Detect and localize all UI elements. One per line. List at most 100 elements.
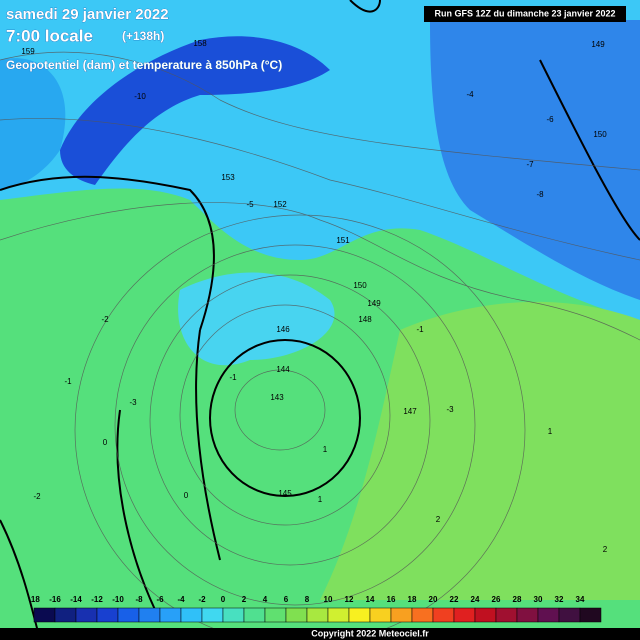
temperature-label: -3 <box>446 405 454 414</box>
colorbar-swatch <box>75 607 98 623</box>
temperature-label: -5 <box>246 200 254 209</box>
subtitle: Geopotentiel (dam) et temperature à 850h… <box>6 58 282 72</box>
temperature-label: 0 <box>184 491 189 500</box>
colorbar-label: 10 <box>324 595 333 604</box>
colorbar-swatch <box>117 607 140 623</box>
geopotential-label: 150 <box>353 281 367 290</box>
geopotential-label: 144 <box>276 365 290 374</box>
colorbar-label: 22 <box>450 595 459 604</box>
lead: (+138h) <box>122 29 164 43</box>
colorbar-label: 34 <box>576 595 585 604</box>
geopotential-label: 150 <box>593 130 607 139</box>
geopotential-label: 145 <box>278 489 292 498</box>
coldest-zone <box>60 36 330 185</box>
colorbar-label: -18 <box>28 595 40 604</box>
geopotential-label: 149 <box>367 299 381 308</box>
mild-zone <box>320 301 640 600</box>
colorbar-swatch <box>453 607 476 623</box>
colorbar-swatch <box>411 607 434 623</box>
geopotential-label: 146 <box>276 325 290 334</box>
cool-zone <box>0 58 66 190</box>
colorbar-swatch <box>180 607 203 623</box>
colorbar-label: 24 <box>471 595 480 604</box>
run-box <box>424 6 626 22</box>
time: 7:00 locale <box>6 26 93 45</box>
temperature-label: -8 <box>536 190 544 199</box>
temperature-label: -1 <box>64 377 72 386</box>
temperature-label: 2 <box>436 515 441 524</box>
temperature-label: -2 <box>33 492 41 501</box>
date: samedi 29 janvier 2022 <box>6 6 169 23</box>
temperature-label: 1 <box>548 427 553 436</box>
temperature-label: 1 <box>318 495 323 504</box>
temperature-label: -1 <box>229 373 237 382</box>
colorbar-swatch <box>201 607 224 623</box>
geopotential-label: 151 <box>336 236 350 245</box>
colorbar-swatch <box>579 607 602 623</box>
map-labels: 1581591531521511501491481461451441431471… <box>21 39 607 638</box>
temperature-label: -10 <box>134 92 146 101</box>
colorbar-swatch <box>264 607 287 623</box>
colorbar-label: 16 <box>387 595 396 604</box>
colorbar-swatch <box>138 607 161 623</box>
colorbar-label: -10 <box>112 595 124 604</box>
geopotential-label: 158 <box>193 39 207 48</box>
geopotential-label: 147 <box>403 407 417 416</box>
colorbar-label: -4 <box>177 595 185 604</box>
colorbar-label: 30 <box>534 595 543 604</box>
colorbar-swatch <box>96 607 119 623</box>
colorbar-label: -8 <box>135 595 143 604</box>
colorbar-label: 12 <box>345 595 354 604</box>
colorbar-label: -6 <box>156 595 164 604</box>
colorbar-swatch <box>495 607 518 623</box>
geopotential-label: 143 <box>270 393 284 402</box>
temperature-label: 1 <box>323 445 328 454</box>
temperature-label: -3 <box>129 398 137 407</box>
colorbar-swatch <box>558 607 581 623</box>
colorbar-label: -14 <box>70 595 82 604</box>
temperature-label: 0 <box>103 438 108 447</box>
colorbar-swatch <box>285 607 308 623</box>
colorbar-label: 20 <box>429 595 438 604</box>
colorbar-label: 8 <box>305 595 310 604</box>
colorbar-swatch <box>54 607 77 623</box>
colorbar-label: 2 <box>242 595 247 604</box>
geopotential-label: 152 <box>273 200 287 209</box>
temperature-label: -4 <box>466 90 474 99</box>
colorbar-swatch <box>432 607 455 623</box>
colorbar-label: 26 <box>492 595 501 604</box>
colorbar-swatch <box>222 607 245 623</box>
colorbar-swatch <box>159 607 182 623</box>
colorbar-label: 4 <box>263 595 268 604</box>
temperature-label: -1 <box>416 325 424 334</box>
run-label: Run GFS 12Z du dimanche 23 janvier 2022 <box>434 8 615 18</box>
colorbar-swatch <box>537 607 560 623</box>
temperature-label: -6 <box>546 115 554 124</box>
geopotential-label: 148 <box>358 315 372 324</box>
colorbar-label: 14 <box>366 595 375 604</box>
colorbar-swatch <box>327 607 350 623</box>
colorbar-swatch <box>306 607 329 623</box>
colorbar-swatch <box>369 607 392 623</box>
temperature-label: -7 <box>526 160 534 169</box>
colorbar-label: 6 <box>284 595 289 604</box>
colorbar-label: -16 <box>49 595 61 604</box>
colorbar-label: 18 <box>408 595 417 604</box>
cool-pool <box>178 272 335 366</box>
footer-bar <box>0 628 640 640</box>
geopotential-label: 153 <box>221 173 235 182</box>
colorbar-swatch <box>33 607 56 623</box>
temperature-label: 2 <box>603 545 608 554</box>
colorbar-swatch <box>390 607 413 623</box>
colorbar-swatch <box>474 607 497 623</box>
geopotential-label: 149 <box>591 40 605 49</box>
colorbar: -18 -16 -14 -12 -10 -8 -6 -4 -2 0 2 4 6 8 10 12 14 16 18 20… <box>28 595 602 623</box>
colorbar-swatch <box>516 607 539 623</box>
geopotential-label: 159 <box>21 47 35 56</box>
colorbar-swatch <box>243 607 266 623</box>
copyright: Copyright 2022 Meteociel.fr <box>311 628 429 638</box>
colorbar-label: -12 <box>91 595 103 604</box>
thin-contours <box>0 51 640 640</box>
